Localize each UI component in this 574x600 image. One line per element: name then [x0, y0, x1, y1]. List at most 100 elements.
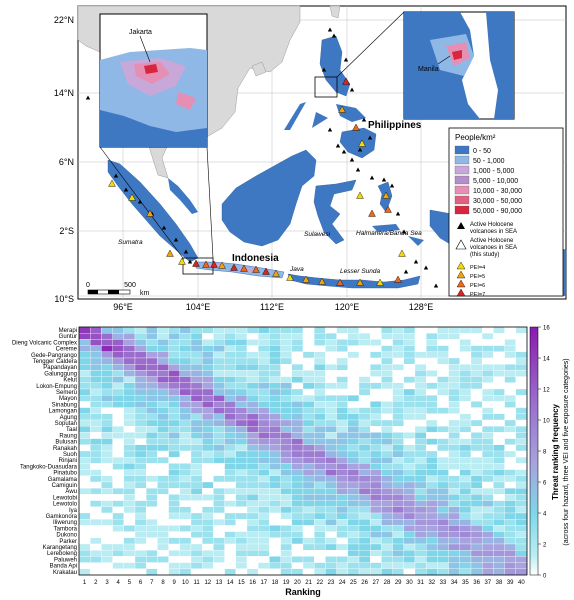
heatmap-cell: [101, 531, 113, 538]
heatmap-cell: [246, 333, 259, 340]
heatmap-cell: [269, 419, 281, 427]
heatmap-cell: [269, 481, 281, 489]
heatmap-cell: [448, 388, 460, 396]
heatmap-cell: [224, 463, 236, 470]
heatmap-cell: [515, 506, 528, 514]
heatmap-cell: [392, 506, 404, 514]
heatmap-cell: [459, 395, 472, 402]
heatmap-cell: [90, 426, 102, 433]
heatmap-cell: [358, 426, 371, 433]
heatmap-cell: [78, 382, 91, 390]
heatmap-cell: [459, 550, 472, 557]
heatmap-cell: [515, 543, 528, 551]
heatmap-cell: [258, 426, 270, 433]
heatmap-cell: [336, 556, 348, 563]
heatmap-cell: [358, 512, 371, 520]
active-volcano-marker: [361, 117, 367, 122]
heatmap-cell: [157, 550, 169, 557]
heatmap-cell: [336, 457, 348, 464]
heatmap-cell: [168, 550, 180, 557]
heatmap-cell: [168, 537, 180, 545]
heatmap-cell: [448, 519, 460, 526]
heatmap-cell: [325, 388, 337, 396]
heatmap-cell: [280, 326, 292, 334]
heatmap-cell: [213, 432, 225, 439]
heatmap-cell: [78, 463, 91, 470]
heatmap-cell: [381, 444, 393, 452]
region-label-sulawesi: Sulawesi: [304, 231, 331, 238]
heatmap-cell: [134, 531, 147, 538]
heatmap-cell: [78, 562, 91, 569]
heatmap-cell: [347, 550, 360, 557]
heatmap-cell: [459, 444, 472, 452]
heatmap-cell: [426, 326, 438, 334]
heatmap-cell: [515, 376, 528, 383]
heatmap-cell: [414, 419, 427, 427]
heatmap-cell: [515, 413, 528, 421]
heatmap-cell: [426, 556, 438, 563]
heatmap-cell: [370, 562, 382, 569]
luzon: [319, 35, 351, 97]
heatmap-cell: [179, 506, 192, 514]
heatmap-cell: [347, 432, 360, 439]
heatmap-cell: [437, 432, 449, 439]
heatmap-cell: [134, 326, 147, 334]
heatmap-cell: [168, 525, 180, 532]
heatmap-cell: [414, 488, 427, 495]
heatmap-row-label: Merapi: [59, 328, 77, 334]
heatmap-cell: [269, 463, 281, 470]
heatmap-cell: [504, 326, 516, 334]
heatmap-cell: [370, 426, 382, 433]
heatmap-cell: [90, 395, 102, 402]
heatmap-cell: [269, 506, 281, 514]
heatmap-cell: [179, 450, 192, 458]
heatmap-cell: [515, 364, 528, 371]
heatmap-cell: [213, 426, 225, 433]
heatmap-cell: [291, 525, 304, 532]
heatmap-cell: [403, 537, 416, 545]
heatmap-cell: [213, 370, 225, 377]
heatmap-cell: [280, 395, 292, 402]
heatmap-cell: [123, 426, 136, 433]
heatmap-cell: [325, 568, 337, 576]
heatmap-cell: [381, 525, 393, 532]
heatmap-cell: [325, 500, 337, 507]
heatmap-cell: [437, 333, 449, 340]
heatmap-cell: [291, 450, 304, 458]
heatmap-cell: [112, 351, 124, 359]
heatmap-cell: [325, 382, 337, 390]
heatmap-cell: [134, 562, 147, 569]
heatmap-column-label: 3: [105, 580, 109, 586]
heatmap-cell: [414, 426, 427, 433]
heatmap-cell: [515, 519, 528, 526]
heatmap-cell: [302, 568, 315, 576]
heatmap-cell: [459, 537, 472, 545]
heatmap-row-label: Krakatau: [53, 570, 77, 576]
heatmap-cell: [78, 494, 91, 501]
heatmap-cell: [437, 450, 449, 458]
legend-density-swatch: [454, 175, 470, 185]
heatmap-cell: [146, 419, 158, 427]
heatmap-cell: [90, 512, 102, 520]
heatmap-cell: [314, 333, 326, 340]
heatmap-cell: [202, 562, 214, 569]
heatmap-column-label: 6: [139, 580, 143, 586]
heatmap-cell: [168, 450, 180, 458]
heatmap-cell: [392, 333, 404, 340]
heatmap-cell: [314, 543, 326, 551]
heatmap-cell: [470, 426, 483, 433]
heatmap-cell: [314, 438, 326, 445]
heatmap-cell: [269, 537, 281, 545]
heatmap-cell: [493, 351, 505, 359]
heatmap-cell: [358, 388, 371, 396]
heatmap-cell: [448, 339, 460, 346]
heatmap-cell: [269, 512, 281, 520]
heatmap-cell: [370, 419, 382, 427]
heatmap-cell: [78, 450, 91, 458]
heatmap-cell: [504, 531, 516, 538]
heatmap-cell: [426, 432, 438, 439]
heatmap-cell: [470, 413, 483, 421]
heatmap-cell: [280, 333, 292, 340]
heatmap-cell: [112, 450, 124, 458]
scalebar-value: 500: [124, 282, 136, 289]
